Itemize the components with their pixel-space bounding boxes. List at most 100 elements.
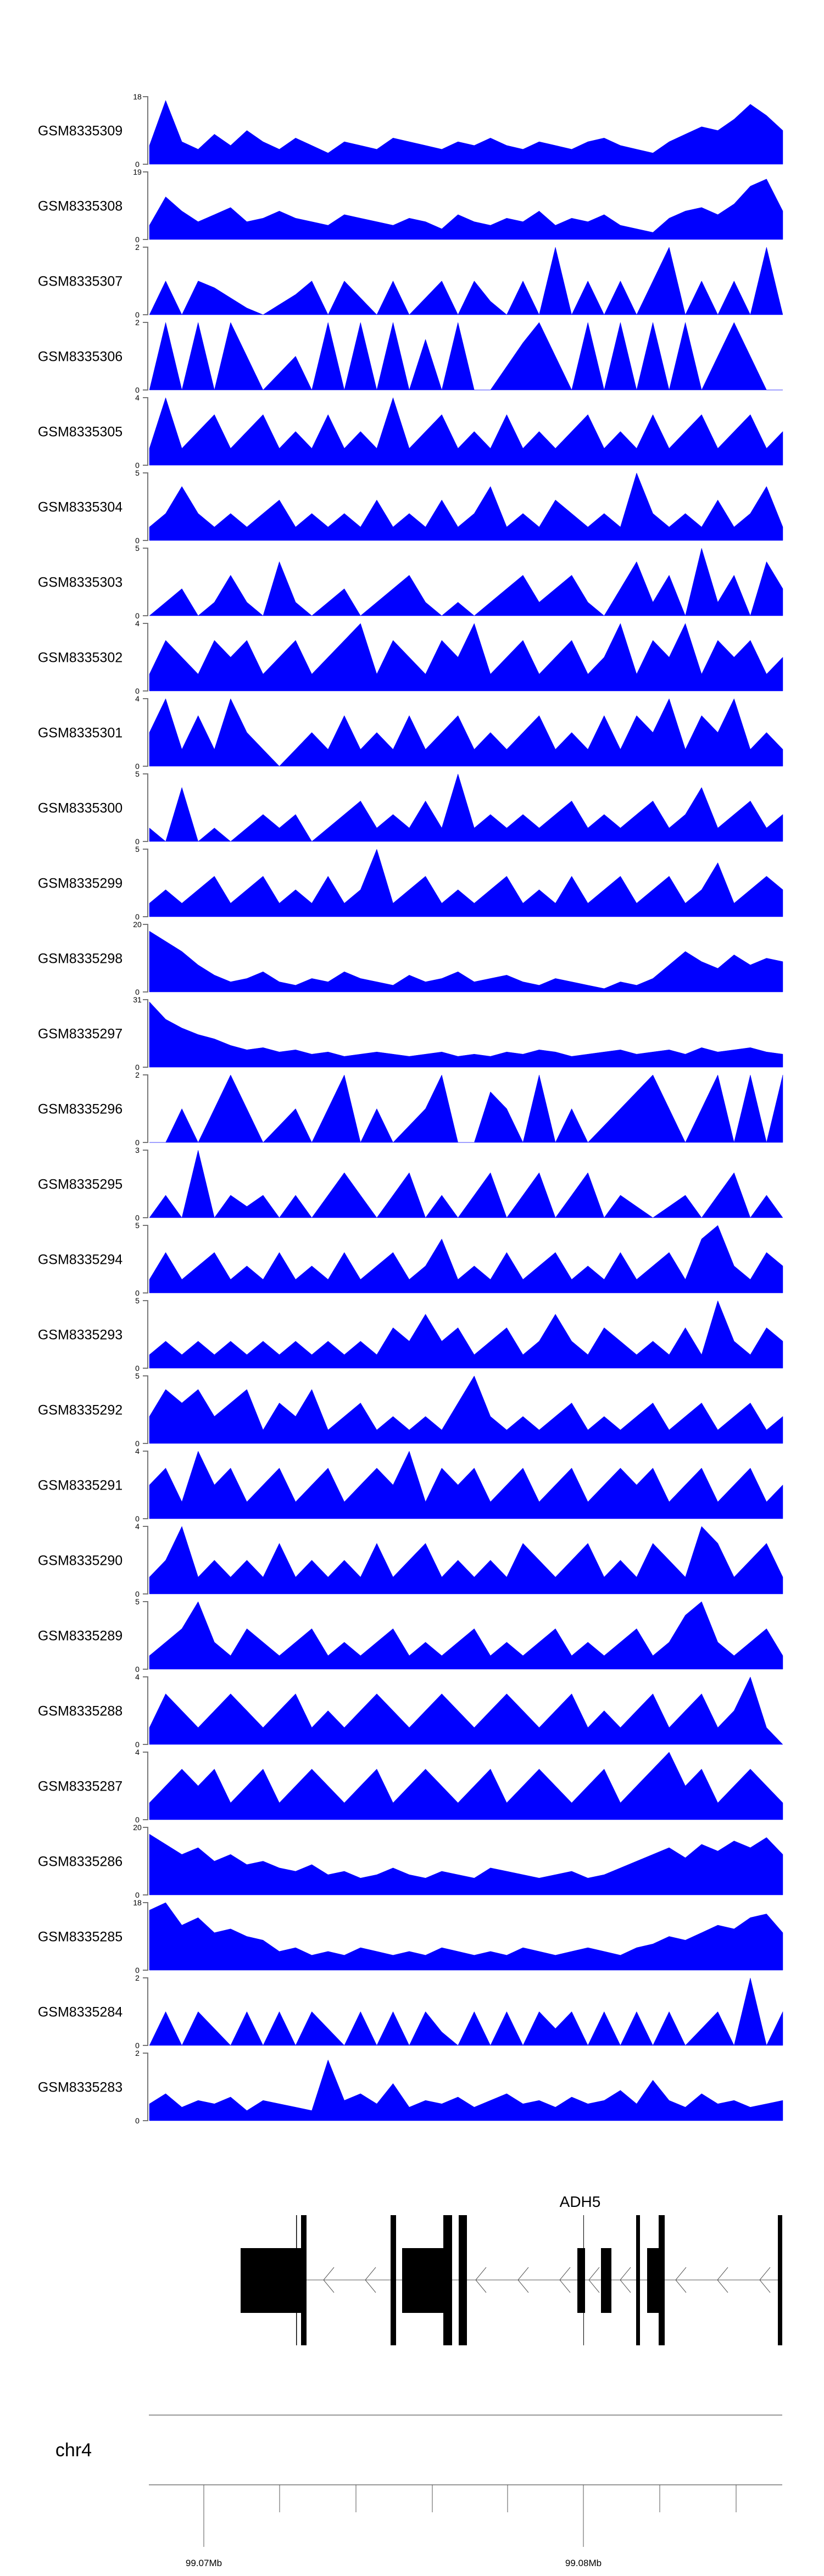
coverage-area	[149, 623, 783, 692]
exon	[659, 2215, 665, 2345]
y-tick-max: 3	[135, 1146, 140, 1155]
y-axis	[143, 397, 148, 466]
track-GSM8335297: GSM8335297 31 0	[38, 995, 783, 1072]
y-tick-zero: 0	[135, 988, 140, 996]
track-label: GSM8335308	[38, 199, 123, 214]
y-tick-max: 4	[135, 619, 140, 628]
coverage-area	[149, 397, 783, 466]
track-GSM8335305: GSM8335305 4 0	[38, 393, 783, 470]
y-axis	[143, 1752, 148, 1820]
coverage-area	[149, 930, 783, 993]
track-GSM8335292: GSM8335292 5 0	[38, 1371, 783, 1448]
y-tick-zero: 0	[135, 1891, 140, 1899]
coverage-area	[149, 322, 783, 391]
track-label: GSM8335291	[38, 1478, 123, 1493]
track-GSM8335307: GSM8335307 2 0	[38, 243, 783, 319]
exon	[778, 2215, 782, 2345]
coverage-area	[149, 2059, 783, 2121]
y-tick-zero: 0	[135, 1289, 140, 1297]
track-GSM8335290: GSM8335290 4 0	[38, 1522, 783, 1598]
y-tick-max: 2	[135, 318, 140, 327]
y-axis	[143, 623, 148, 692]
y-tick-zero: 0	[135, 310, 140, 319]
track-label: GSM8335285	[38, 1930, 123, 1945]
track-label: GSM8335304	[38, 500, 123, 515]
coverage-area	[149, 773, 783, 842]
track-label: GSM8335286	[38, 1854, 123, 1870]
track-GSM8335299: GSM8335299 5 0	[38, 845, 783, 921]
track-label: GSM8335284	[38, 2005, 123, 2020]
y-tick-zero: 0	[135, 2041, 140, 2050]
exon	[647, 2248, 660, 2313]
y-tick-zero: 0	[135, 1439, 140, 1448]
y-tick-zero: 0	[135, 235, 140, 244]
y-axis	[143, 96, 148, 165]
coverage-area	[149, 849, 783, 917]
y-tick-max: 18	[133, 92, 142, 101]
track-label: GSM8335283	[38, 2080, 123, 2095]
track-GSM8335302: GSM8335302 4 0	[38, 619, 783, 695]
exon	[391, 2215, 396, 2345]
track-GSM8335306: GSM8335306 2 0	[38, 318, 783, 394]
track-label: GSM8335305	[38, 425, 123, 440]
coverage-area	[149, 1001, 783, 1068]
y-axis	[143, 1902, 148, 1971]
y-tick-max: 5	[135, 544, 140, 553]
y-tick-max: 2	[135, 243, 140, 252]
track-GSM8335309: GSM8335309 18 0	[38, 92, 783, 169]
track-label: GSM8335299	[38, 876, 123, 891]
track-GSM8335304: GSM8335304 5 0	[38, 469, 783, 545]
strand-arrow-icon	[620, 2267, 631, 2293]
y-tick-max: 5	[135, 845, 140, 854]
y-tick-zero: 0	[135, 837, 140, 846]
strand-arrow-icon	[559, 2267, 571, 2293]
y-tick-zero: 0	[135, 1364, 140, 1373]
track-GSM8335308: GSM8335308 19 0	[38, 168, 783, 244]
gene-track: ADH5	[241, 2193, 782, 2345]
y-tick-max: 20	[133, 920, 142, 929]
track-GSM8335283: GSM8335283 2 0	[38, 2049, 783, 2125]
strand-arrow-icon	[675, 2267, 687, 2293]
y-tick-zero: 0	[135, 687, 140, 695]
track-label: GSM8335300	[38, 801, 123, 816]
y-axis	[143, 1074, 148, 1143]
y-axis	[143, 1977, 148, 2046]
y-axis	[143, 1225, 148, 1293]
y-tick-max: 5	[135, 1371, 140, 1380]
track-label: GSM8335289	[38, 1629, 123, 1644]
y-tick-zero: 0	[135, 461, 140, 470]
y-axis	[143, 849, 148, 917]
track-label: GSM8335294	[38, 1252, 123, 1268]
exon	[301, 2215, 307, 2345]
track-GSM8335294: GSM8335294 5 0	[38, 1221, 783, 1297]
track-GSM8335286: GSM8335286 20 0	[38, 1823, 783, 1899]
exon	[296, 2215, 297, 2345]
y-tick-max: 4	[135, 1522, 140, 1531]
coverage-area	[149, 1752, 783, 1820]
y-tick-zero: 0	[135, 1665, 140, 1674]
y-tick-zero: 0	[135, 160, 140, 169]
y-tick-zero: 0	[135, 1966, 140, 1975]
chromosome-label: chr4	[55, 2440, 92, 2461]
y-tick-max: 31	[133, 995, 142, 1004]
y-axis	[143, 322, 148, 391]
y-tick-max: 18	[133, 1898, 142, 1907]
exons	[241, 2215, 782, 2345]
coverage-area	[149, 1833, 783, 1895]
y-tick-max: 19	[133, 168, 142, 176]
y-tick-zero: 0	[135, 1815, 140, 1824]
coverage-area	[149, 548, 783, 616]
y-axis	[143, 2053, 148, 2121]
y-tick-max: 5	[135, 1221, 140, 1230]
y-axis	[143, 698, 148, 767]
y-tick-max: 4	[135, 1447, 140, 1456]
y-tick-max: 5	[135, 770, 140, 778]
track-GSM8335298: GSM8335298 20 0	[38, 920, 783, 996]
coverage-area	[149, 1150, 783, 1218]
track-GSM8335285: GSM8335285 18 0	[38, 1898, 783, 1975]
y-tick-zero: 0	[135, 1514, 140, 1523]
track-GSM8335287: GSM8335287 4 0	[38, 1748, 783, 1824]
track-label: GSM8335293	[38, 1328, 123, 1343]
y-tick-zero: 0	[135, 1063, 140, 1072]
